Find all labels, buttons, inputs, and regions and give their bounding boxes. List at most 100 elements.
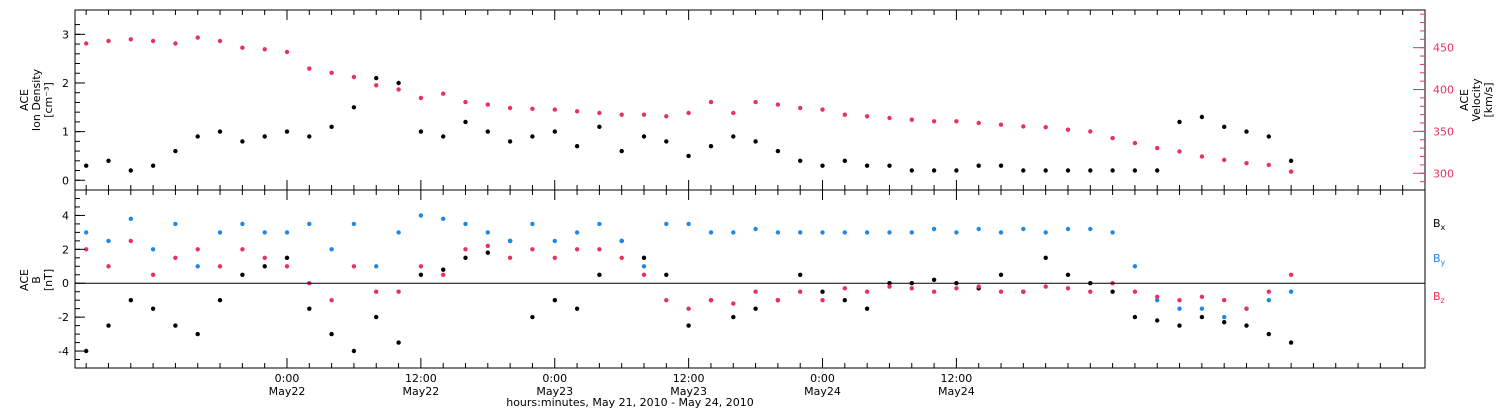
bfield-s0-point — [396, 340, 401, 345]
bfield-s1-point — [1155, 298, 1160, 303]
bfield-s1-point — [864, 230, 870, 235]
velocity-s0-point — [775, 102, 781, 107]
density-s0-point — [641, 134, 647, 139]
bfield-s0-point — [1199, 314, 1205, 320]
bottom-left-label-line3: [nT] — [42, 269, 55, 291]
top-right-label-line3: [km/s] — [1482, 82, 1495, 117]
top-right-axis-title: ACE Velocity [km/s] — [1458, 78, 1495, 122]
velocity-s0-point — [909, 117, 914, 122]
bfield-s1-point — [954, 230, 959, 235]
top-panel-points — [84, 35, 1294, 174]
bfield-s0-point — [1288, 340, 1294, 345]
density-s0-point — [262, 134, 267, 139]
bfield-s0-point — [641, 255, 647, 260]
bfield-s0-point — [1244, 323, 1249, 328]
velocity-s0-point — [1266, 162, 1272, 168]
bfield-s2-point — [708, 298, 714, 303]
bfield-s2-point — [1266, 289, 1272, 294]
bfield-s0-point — [307, 306, 312, 311]
velocity-s0-point — [441, 91, 446, 96]
bfield-s1-point — [1110, 230, 1115, 235]
bfield-s2-point — [150, 272, 156, 277]
bfield-s0-point — [106, 323, 111, 328]
bfield-s2-point — [463, 247, 468, 252]
x-tick-time-label: 0:00 — [542, 372, 567, 385]
velocity-s0-point — [619, 112, 624, 117]
top-left-label-line1: ACE — [18, 89, 31, 111]
bfield-s2-point — [441, 272, 446, 277]
density-s0-point — [1244, 129, 1249, 134]
bfield-s1-point — [106, 238, 111, 244]
axis-tick-labels: 0123300350400450-4-20240:00May2212:00May… — [58, 28, 1454, 398]
velocity-s0-point — [686, 110, 691, 116]
top-left-tick-label: 2 — [62, 77, 69, 90]
velocity-s0-point — [1155, 145, 1160, 151]
density-s0-point — [106, 158, 111, 163]
density-s0-point — [574, 144, 580, 149]
bfield-s2-point — [1088, 289, 1093, 294]
bfield-s1-point — [374, 264, 379, 269]
bfield-s2-point — [507, 255, 513, 260]
density-s0-point — [686, 153, 691, 159]
density-s0-point — [1021, 168, 1026, 173]
velocity-s0-point — [887, 115, 892, 121]
bfield-s0-point — [1222, 320, 1227, 325]
bfield-s1-point — [731, 230, 736, 235]
velocity-s0-point — [641, 112, 647, 117]
x-tick-time-label: 12:00 — [941, 372, 973, 385]
velocity-s0-point — [195, 35, 200, 40]
density-s0-point — [128, 168, 133, 173]
x-tick-time-label: 0:00 — [275, 372, 300, 385]
velocity-s0-point — [507, 105, 513, 111]
density-s0-point — [619, 148, 624, 154]
velocity-s0-point — [753, 99, 758, 105]
bfield-s1-point — [976, 226, 981, 232]
bfield-s2-point — [909, 286, 914, 291]
density-s0-point — [1132, 168, 1138, 173]
velocity-s0-point — [1222, 157, 1227, 163]
bfield-s2-point — [418, 264, 424, 269]
bfield-s1-point — [552, 238, 557, 244]
legend-bz-letter: B — [1433, 290, 1441, 303]
density-s0-point — [84, 163, 89, 168]
bfield-s0-point — [173, 323, 178, 328]
density-s0-point — [1110, 168, 1115, 173]
bfield-s1-point — [798, 230, 803, 235]
density-s0-point — [753, 139, 758, 144]
bfield-s1-point — [240, 221, 245, 227]
legend-bz-sub: z — [1441, 296, 1445, 305]
density-s0-point — [954, 168, 959, 173]
density-s0-point — [820, 163, 825, 168]
velocity-s0-point — [708, 99, 714, 105]
bfield-s1-point — [418, 213, 424, 218]
density-s0-point — [507, 139, 513, 144]
density-s0-point — [195, 134, 200, 139]
bfield-s0-point — [195, 331, 200, 337]
bfield-s1-point — [664, 221, 669, 227]
density-s0-point — [150, 163, 156, 168]
bfield-s0-point — [842, 298, 847, 303]
bfield-s2-point — [485, 243, 490, 249]
bfield-s1-point — [396, 230, 401, 235]
x-tick-date-label: May24 — [804, 385, 841, 398]
axis-ticks — [75, 10, 1425, 369]
bottom-left-tick-label: 0 — [62, 277, 69, 290]
bfield-s1-point — [195, 264, 200, 269]
bfield-s2-point — [1222, 298, 1227, 303]
x-tick-date-label: May23 — [670, 385, 707, 398]
bfield-s2-point — [619, 255, 624, 260]
x-tick-date-label: May22 — [269, 385, 306, 398]
bfield-s0-point — [84, 348, 89, 354]
density-s0-point — [485, 129, 490, 134]
velocity-s0-point — [731, 110, 736, 116]
bfield-s0-point — [1043, 255, 1048, 260]
velocity-s0-point — [864, 114, 870, 119]
bfield-s1-point — [463, 221, 468, 227]
bfield-s0-point — [441, 267, 446, 272]
density-s0-point — [597, 124, 602, 129]
bfield-s2-point — [552, 255, 557, 260]
bfield-s2-point — [284, 264, 290, 269]
velocity-s0-point — [1043, 125, 1048, 130]
density-s0-point — [909, 168, 914, 173]
velocity-s0-point — [1199, 154, 1205, 159]
